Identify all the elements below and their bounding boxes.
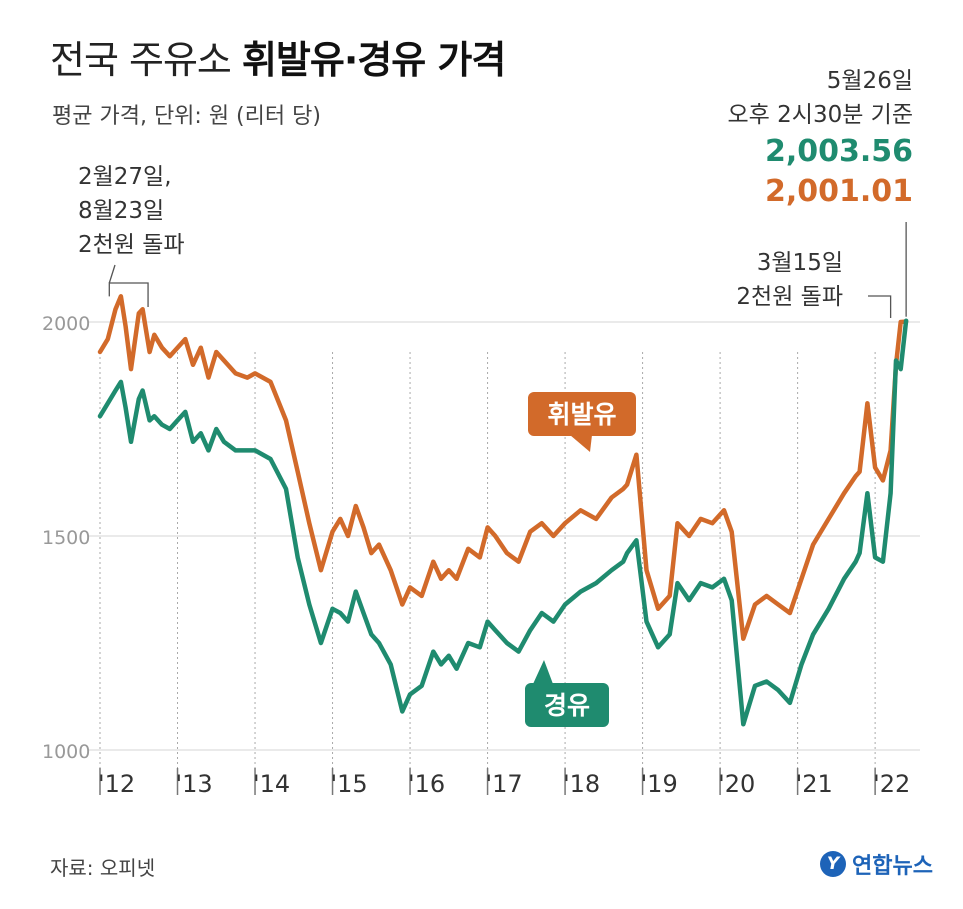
- note-left-line-2: 8월23일: [78, 198, 165, 224]
- source-note: 자료: 오피넷: [50, 856, 156, 880]
- diesel-label-callout: 경유: [525, 660, 609, 727]
- title-light: 전국 주유소: [50, 38, 242, 82]
- gasoline-callout-box: [528, 392, 636, 436]
- gasoline-latest-value: 2,001.01: [764, 174, 913, 209]
- yonhap-logo-text: 연합뉴스: [852, 854, 933, 879]
- diesel-latest-value: 2,003.56: [764, 134, 913, 169]
- x-tick-label-2019: '19: [641, 770, 678, 798]
- y-tick-label-1500: 1500: [42, 527, 90, 549]
- diesel-label: 경유: [544, 691, 590, 720]
- x-tick-label-2017: '17: [486, 770, 523, 798]
- grid: 1000 1500 2000: [42, 313, 920, 763]
- gasoline-callout-pointer: [570, 435, 592, 452]
- note-right-line-2: 2천원 돌파: [736, 284, 843, 310]
- diesel-callout-pointer: [533, 660, 553, 684]
- leader-2000-recent: [868, 295, 892, 318]
- note-2000-first: 2월27일, 8월23일 2천원 돌파: [78, 160, 185, 262]
- leader-2000-first: [108, 282, 149, 308]
- gasoline-label: 휘발유: [547, 400, 616, 429]
- date-line-1: 5월26일: [826, 68, 913, 94]
- series: [97, 294, 909, 727]
- x-tick-label-2014: '14: [253, 770, 290, 798]
- x-tick-label-2018: '18: [563, 770, 600, 798]
- note-left-line-3: 2천원 돌파: [78, 232, 185, 258]
- x-tick-label-2015: '15: [331, 770, 368, 798]
- title-bold: 휘발유·경유 가격: [241, 38, 506, 82]
- annotation-leaders: [108, 222, 907, 318]
- y-tick-label-2000: 2000: [42, 313, 90, 335]
- gasoline-label-callout: 휘발유: [528, 392, 636, 452]
- diesel-callout-box: [525, 683, 609, 727]
- note-2000-recent: 3월15일 2천원 돌파: [736, 246, 843, 314]
- x-tick-label-2022: '22: [873, 770, 910, 798]
- x-tick-label-2012: '12: [98, 770, 135, 798]
- diesel-line: [97, 318, 909, 727]
- yonhap-logo-icon: Y: [820, 851, 847, 877]
- yonhap-logo: Y 연합뉴스: [820, 848, 933, 880]
- date-line-2: 오후 2시30분 기준: [727, 102, 913, 128]
- note-right-line-1: 3월15일: [756, 250, 843, 276]
- x-tick-label-2020: '20: [718, 770, 755, 798]
- subtitle: 평균 가격, 단위: 원 (리터 당): [52, 104, 321, 129]
- x-axis: '12 '13 '14 '15 '16 '17 '18 '19 '20 '21 '22: [98, 352, 910, 798]
- gasoline-line: [97, 294, 909, 641]
- y-tick-label-1000: 1000: [42, 741, 90, 763]
- page-title: 전국 주유소 휘발유·경유 가격: [50, 38, 506, 82]
- note-left-line-1: 2월27일,: [78, 164, 172, 190]
- x-tick-label-2013: '13: [176, 770, 213, 798]
- x-tick-label-2016: '16: [408, 770, 445, 798]
- x-tick-label-2021: '21: [796, 770, 833, 798]
- latest-values: 5월26일 오후 2시30분 기준 2,003.56 2,001.01: [728, 64, 913, 212]
- leader-2000-first-tail: [108, 264, 116, 284]
